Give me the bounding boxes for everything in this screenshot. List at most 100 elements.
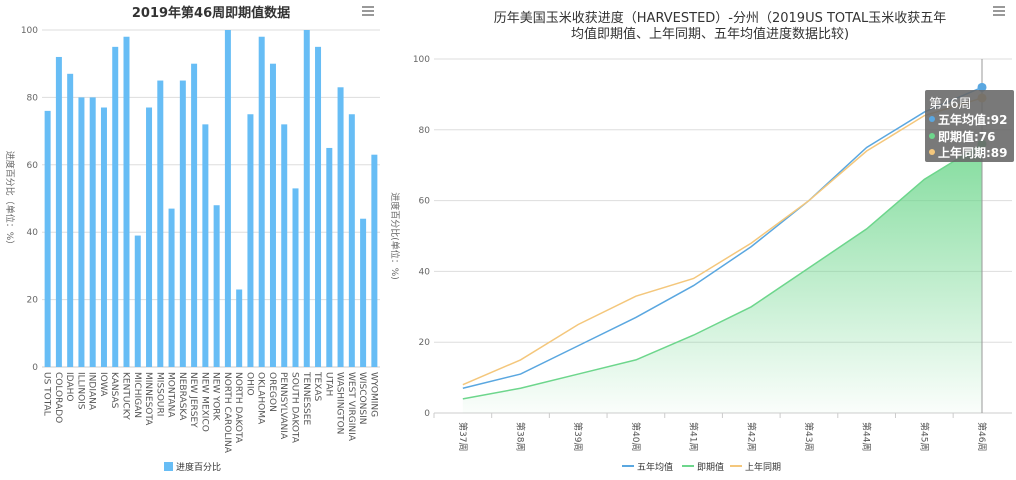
bar-chart-y-axis-label: 进度百分比（单位：%） xyxy=(4,151,16,250)
y-tick-label: 40 xyxy=(27,228,39,238)
bar[interactable] xyxy=(303,30,310,367)
x-category-label: PENNSYLVANIA xyxy=(278,372,288,440)
series-marker[interactable] xyxy=(977,82,987,92)
bar[interactable] xyxy=(78,97,85,368)
y-tick-label: 80 xyxy=(27,93,39,103)
bar[interactable] xyxy=(134,235,141,367)
bar[interactable] xyxy=(146,107,153,367)
x-category-label: 第43周 xyxy=(803,422,815,451)
bar[interactable] xyxy=(157,80,164,368)
line-chart-harvest-comparison: 历年美国玉米收获进度（HARVESTED）-分州（2019US TOTAL玉米收… xyxy=(389,6,1014,473)
y-tick-label: 60 xyxy=(419,197,431,207)
x-category-label: NEW JERSEY xyxy=(188,372,198,428)
x-category-label: MONTANA xyxy=(166,372,176,418)
y-tick-label: 0 xyxy=(32,363,38,373)
line-chart-menu-icon[interactable] xyxy=(993,6,1005,16)
bar[interactable] xyxy=(258,36,265,368)
x-category-label: KENTUCKY xyxy=(121,372,131,420)
x-category-label: MISSOURI xyxy=(154,372,164,416)
bar[interactable] xyxy=(179,80,186,368)
series-area-1 xyxy=(462,143,983,413)
bar[interactable] xyxy=(112,46,119,367)
x-category-label: SOUTH DAKOTA xyxy=(290,372,300,444)
y-tick-label: 80 xyxy=(419,126,431,136)
series-line-2[interactable] xyxy=(462,97,983,386)
x-category-label: NEW YORK xyxy=(211,372,221,422)
bar[interactable] xyxy=(224,30,231,367)
bar[interactable] xyxy=(213,205,220,367)
bar[interactable] xyxy=(236,289,243,367)
x-category-label: OREGON xyxy=(267,372,277,412)
tooltip-row: 上年同期:89 xyxy=(938,145,1008,160)
y-tick-label: 100 xyxy=(21,26,38,36)
series-line-0[interactable] xyxy=(462,86,983,389)
x-category-label: MICHIGAN xyxy=(132,372,142,418)
bar-chart-legend[interactable]: 进度百分比 xyxy=(164,461,221,473)
series-line-1[interactable] xyxy=(462,143,983,400)
y-tick-label: 20 xyxy=(27,296,39,306)
x-category-label: 第44周 xyxy=(861,422,873,451)
y-tick-label: 60 xyxy=(27,161,39,171)
x-category-label: KANSAS xyxy=(109,372,119,409)
bar[interactable] xyxy=(269,63,276,367)
bar[interactable] xyxy=(67,73,74,367)
bar[interactable] xyxy=(100,107,107,367)
legend-label: 即期值 xyxy=(697,461,724,473)
bar-chart-state-progress: 2019年第46周即期值数据 进度百分比（单位：%） 020406080100 … xyxy=(4,5,380,473)
bar[interactable] xyxy=(247,114,254,367)
bar[interactable] xyxy=(202,124,209,367)
x-category-label: WASHINGTON xyxy=(335,372,345,434)
tooltip-row: 即期值:76 xyxy=(938,129,996,144)
bar[interactable] xyxy=(281,124,288,367)
tooltip: 第46周 五年均值:92 即期值:76 上年同期:89 xyxy=(925,90,1014,162)
x-category-label: 第40周 xyxy=(630,422,642,451)
y-tick-label: 0 xyxy=(424,409,430,419)
bar[interactable] xyxy=(44,110,51,367)
x-category-label: 第45周 xyxy=(918,422,930,451)
bar[interactable] xyxy=(168,208,175,367)
x-category-label: ILLINOIS xyxy=(75,372,85,410)
x-category-label: MINNESOTA xyxy=(143,372,153,426)
x-category-label: 第38周 xyxy=(515,422,527,451)
x-category-label: 第39周 xyxy=(572,422,584,451)
x-category-label: UTAH xyxy=(323,372,333,396)
bar[interactable] xyxy=(371,154,378,367)
bar[interactable] xyxy=(360,218,367,367)
x-category-label: IOWA xyxy=(98,372,108,397)
bar-chart-title: 2019年第46周即期值数据 xyxy=(132,5,290,21)
tooltip-title: 第46周 xyxy=(929,97,972,112)
x-category-label: WYOMING xyxy=(368,372,378,417)
x-category-label: NEBRASKA xyxy=(177,372,187,421)
legend-item[interactable]: 上年同期 xyxy=(730,461,781,473)
bar[interactable] xyxy=(191,63,198,367)
x-category-label: 第37周 xyxy=(457,422,469,451)
bar[interactable] xyxy=(55,56,62,368)
bar[interactable] xyxy=(292,188,299,367)
x-category-label: US TOTAL xyxy=(42,372,52,416)
x-category-label: 第46周 xyxy=(976,422,988,451)
legend-item[interactable]: 即期值 xyxy=(682,461,724,473)
x-category-label: 第42周 xyxy=(745,422,757,451)
bar[interactable] xyxy=(348,114,355,367)
line-chart-title-line-1: 历年美国玉米收获进度（HARVESTED）-分州（2019US TOTAL玉米收… xyxy=(494,10,946,26)
bar[interactable] xyxy=(315,46,322,367)
legend-label: 进度百分比 xyxy=(176,461,221,473)
line-chart-y-axis-label: 进度百分比(单位：%) xyxy=(389,192,401,280)
x-category-label: OKLAHOMA xyxy=(256,372,266,425)
x-category-label: OHIO xyxy=(244,372,254,396)
bar[interactable] xyxy=(123,36,130,368)
bar[interactable] xyxy=(89,97,96,368)
legend-swatch xyxy=(164,462,173,471)
x-category-label: NEW MEXICO xyxy=(199,372,209,432)
x-category-label: WEST VIRGINIA xyxy=(346,372,356,442)
x-category-label: NORTH CAROLINA xyxy=(222,372,232,454)
x-category-label: IDAHO xyxy=(64,372,74,401)
x-category-label: COLORADO xyxy=(53,372,63,423)
y-tick-label: 100 xyxy=(413,55,430,65)
bar-chart-menu-icon[interactable] xyxy=(362,6,374,16)
x-category-label: WISCONSIN xyxy=(357,372,367,424)
bar[interactable] xyxy=(326,147,333,367)
legend-item[interactable]: 五年均值 xyxy=(622,461,673,473)
y-tick-label: 20 xyxy=(419,338,431,348)
bar[interactable] xyxy=(337,87,344,367)
